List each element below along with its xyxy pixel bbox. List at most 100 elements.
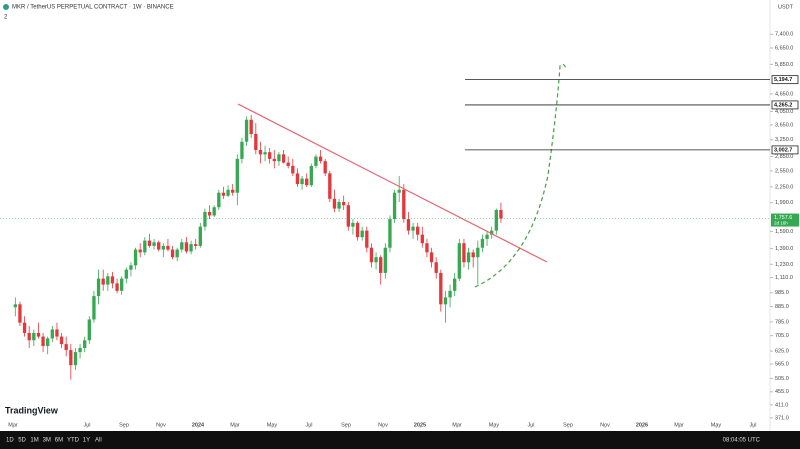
level-label-box [771,100,799,110]
candle-body [466,252,471,263]
candle-body [249,119,253,134]
level-label-box [771,75,799,85]
range-button[interactable]: 5D [18,438,26,444]
x-tick-label: Sep [119,422,129,428]
x-tick-label: Jul [527,422,534,428]
x-tick-label: Nov [156,422,166,428]
trend-line [237,103,548,263]
candle-body [101,278,105,285]
y-tick-label: 565.0 [775,361,789,367]
range-button[interactable]: 1D [6,438,14,444]
range-button[interactable]: 1Y [83,438,90,444]
candle-body [27,332,31,341]
y-tick-label: 371.0 [775,415,789,421]
candle-body [157,242,161,250]
candle-body [129,265,133,270]
x-tick-label: Nov [378,422,388,428]
candle-body [295,173,300,185]
candle-body [300,178,304,185]
y-tick-label: 4,650.0 [775,91,793,97]
candle-body [106,276,110,285]
plot [13,114,503,380]
candle-body [184,242,189,252]
candle-body [147,240,152,246]
candle-body [170,249,175,258]
candle-body [240,141,244,159]
candle-body [443,297,448,305]
x-tick-label: Jul [305,422,312,428]
y-tick-label: 3,250.0 [775,137,793,143]
candle-body [203,211,207,227]
candle-body [258,150,263,155]
candle-body [83,340,87,349]
candle-body [78,348,82,353]
candle-body [41,336,45,347]
candle-body [46,338,50,347]
candle-body [69,350,73,366]
candle-body [166,245,170,250]
range-button[interactable]: YTD [67,438,80,444]
candle-body [212,207,216,216]
candle-body [277,154,281,162]
candle-body [360,230,364,238]
candle-body [328,173,332,199]
candle-body [462,243,466,263]
symbol-title[interactable]: MKR / TetherUS PERPETUAL CONTRACT · 1W ·… [12,5,174,11]
candle-body [499,209,503,219]
x-tick-label: 2026 [636,422,648,428]
candle-body [471,252,475,258]
candle-body [286,162,290,166]
range-button[interactable]: 1M [30,438,38,444]
logo: TradingView [5,405,59,415]
x-tick-label: Jul [749,422,756,428]
candle-body [189,244,193,252]
candle-body [332,198,337,209]
candle-body [175,249,179,258]
candle-body [133,249,138,266]
x-tick-label: Mar [8,422,18,428]
x-tick-label: May [711,422,722,428]
x-tick-label: Jul [83,422,90,428]
y-tick-label: 985.0 [775,290,789,296]
candle-body [374,257,378,263]
projection-curve [474,63,567,288]
candle-body [314,156,318,166]
candle-body [453,278,457,291]
indicator-toggle[interactable]: 2 [4,15,8,21]
candle-body [180,242,184,250]
range-button[interactable]: All [95,438,102,444]
range-button[interactable]: 3M [43,438,51,444]
candle-body [194,244,198,246]
candle-body [309,165,313,186]
candle-body [18,304,22,323]
y-tick-label: 625.0 [775,349,789,355]
y-tick-label: 6,650.0 [775,45,793,51]
candle-body [226,189,230,196]
candle-body [235,158,239,193]
candle-body [416,226,420,235]
candle-body [383,247,387,273]
candle-body [369,247,374,263]
y-tick-label: 1,230.0 [775,262,793,268]
y-tick-label: 2,250.0 [775,184,793,190]
range-button[interactable]: 6M [55,438,63,444]
x-tick-label: Mar [230,422,240,428]
candle-body [388,219,392,248]
candle-body [476,247,480,258]
candle-body [318,156,323,162]
candle-body [55,329,59,337]
y-tick-label: 4,050.0 [775,109,793,115]
y-tick-label: 1,110.0 [775,275,793,281]
y-tick-label: 885.0 [775,304,789,310]
candle-body [355,222,360,238]
y-tick-label: 2,850.0 [775,154,793,160]
x-tick-label: 2025 [414,422,426,428]
currency[interactable]: USDT [778,4,794,10]
level-label: 5,194.7 [774,77,792,83]
y-tick-label: 1,390.0 [775,246,793,252]
candle-body [291,165,295,174]
candle-body [59,336,64,345]
candle-body [379,257,383,273]
candle-body [392,192,397,220]
